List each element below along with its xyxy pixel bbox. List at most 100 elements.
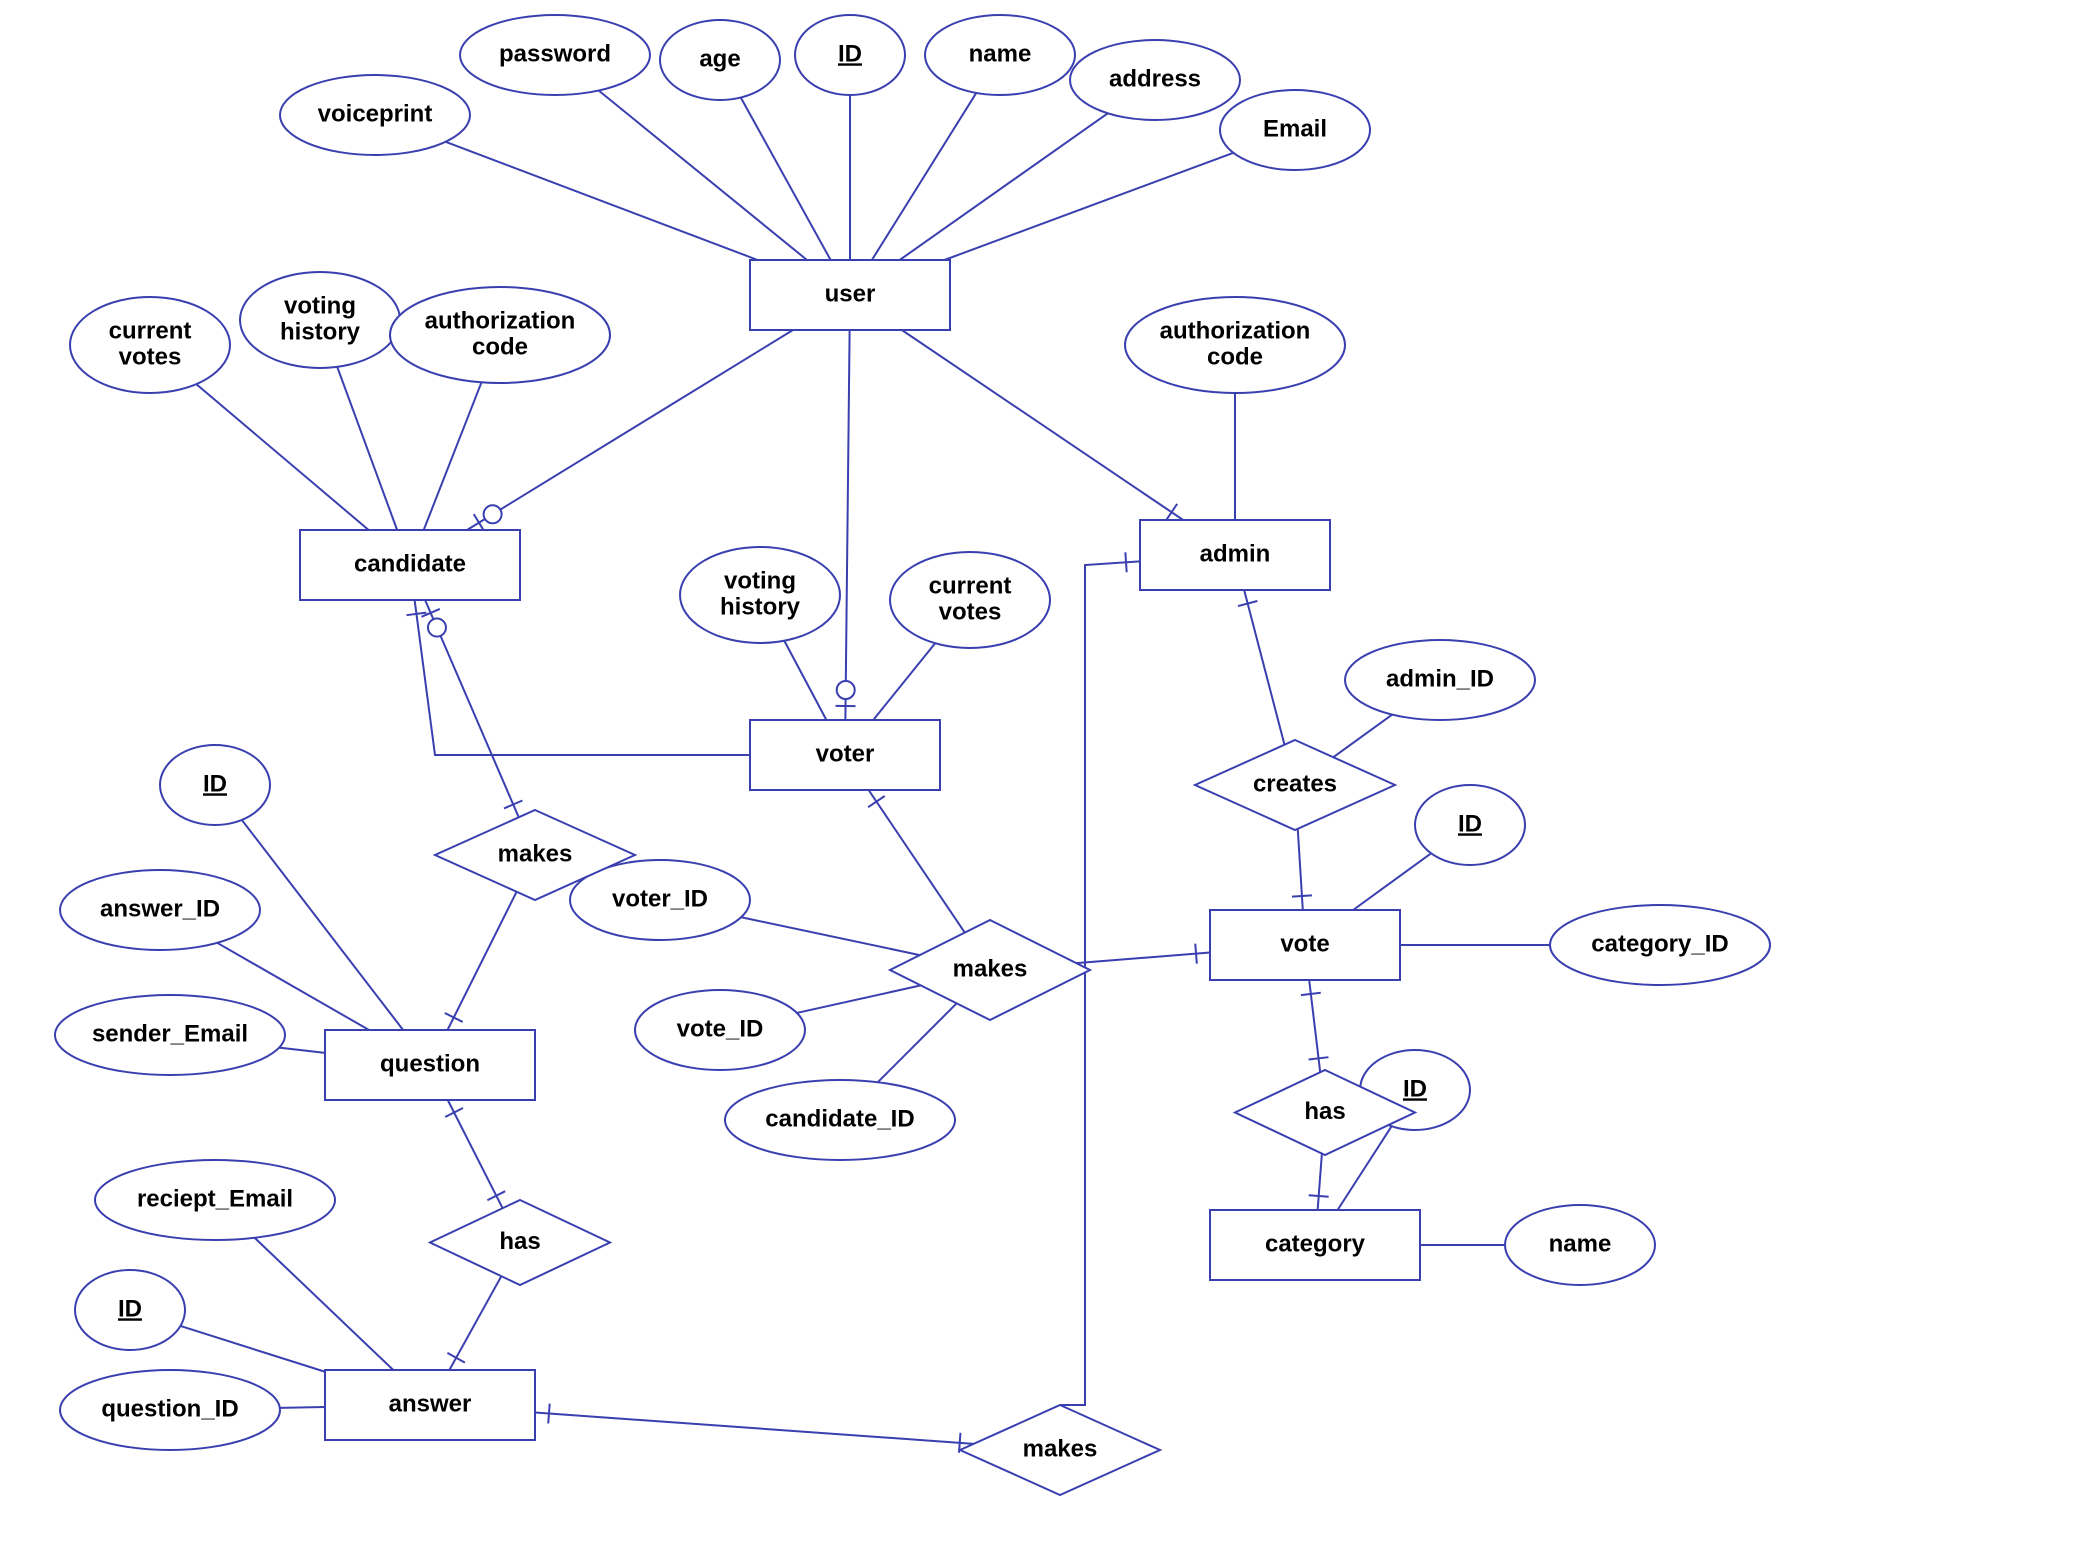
attribute-mv_cand: candidate_ID — [725, 1080, 955, 1160]
edge — [448, 892, 517, 1030]
edge — [279, 1048, 325, 1053]
attribute-u_age: age — [660, 20, 780, 100]
svg-text:voter: voter — [816, 740, 875, 767]
edge — [873, 643, 935, 720]
svg-text:password: password — [499, 40, 611, 67]
svg-text:has: has — [499, 1228, 540, 1255]
svg-text:ID: ID — [1403, 1075, 1427, 1102]
entity-admin: admin — [1140, 520, 1330, 590]
svg-text:history: history — [720, 593, 801, 620]
attribute-c_auth: authorizationcode — [390, 287, 610, 383]
edge — [869, 790, 965, 933]
svg-text:code: code — [1207, 343, 1263, 370]
svg-text:candidate_ID: candidate_ID — [765, 1105, 914, 1132]
edge — [878, 1003, 957, 1082]
svg-text:authorization: authorization — [425, 307, 576, 334]
svg-text:age: age — [699, 45, 740, 72]
attribute-a_auth: authorizationcode — [1125, 297, 1345, 393]
edge — [1333, 715, 1392, 758]
entity-candidate: candidate — [300, 530, 520, 600]
entity-answer: answer — [325, 1370, 535, 1440]
entity-question: question — [325, 1030, 535, 1100]
attribute-cat_name: name — [1505, 1205, 1655, 1285]
edge — [944, 153, 1233, 260]
svg-text:candidate: candidate — [354, 550, 466, 577]
svg-text:answer: answer — [389, 1390, 472, 1417]
svg-text:voting: voting — [284, 292, 356, 319]
svg-text:ID: ID — [203, 770, 227, 797]
attribute-q_id: ID — [160, 745, 270, 825]
edge — [446, 142, 758, 260]
attribute-u_address: address — [1070, 40, 1240, 120]
attribute-cr_admin: admin_ID — [1345, 640, 1535, 720]
edge — [599, 91, 807, 260]
entity-category: category — [1210, 1210, 1420, 1280]
svg-text:admin: admin — [1200, 540, 1271, 567]
er-diagram: voiceprint password age ID name address Email c… — [0, 0, 2090, 1566]
svg-text:history: history — [280, 318, 361, 345]
edge — [255, 1238, 394, 1370]
edge — [535, 1413, 974, 1444]
edge — [280, 1407, 325, 1408]
attribute-u_voiceprint: voiceprint — [280, 75, 470, 155]
attribute-vt_id: ID — [1415, 785, 1525, 865]
edge — [797, 985, 921, 1013]
svg-text:Email: Email — [1263, 115, 1327, 142]
svg-text:name: name — [1549, 1230, 1612, 1257]
edge — [1353, 853, 1431, 910]
edge — [242, 820, 403, 1030]
svg-text:current: current — [929, 572, 1012, 599]
entity-voter: voter — [750, 720, 940, 790]
svg-text:vote_ID: vote_ID — [677, 1015, 764, 1042]
edge — [1060, 561, 1140, 1405]
attribute-c_history: votinghistory — [240, 272, 400, 368]
attribute-an_question: question_ID — [60, 1370, 280, 1450]
edge — [180, 1326, 325, 1372]
svg-text:votes: votes — [939, 598, 1002, 625]
attribute-q_sender: sender_Email — [55, 995, 285, 1075]
attribute-v_history: votinghistory — [680, 547, 840, 643]
svg-text:user: user — [825, 280, 876, 307]
svg-text:category_ID: category_ID — [1591, 930, 1728, 957]
svg-text:authorization: authorization — [1160, 317, 1311, 344]
svg-text:current: current — [109, 317, 192, 344]
svg-text:makes: makes — [1023, 1435, 1098, 1462]
relationship-has_ans: has — [430, 1200, 610, 1285]
edge — [1076, 953, 1210, 964]
relationship-makes_v: makes — [890, 920, 1090, 1020]
svg-text:creates: creates — [1253, 770, 1337, 797]
attribute-c_currvotes: currentvotes — [70, 297, 230, 393]
svg-text:reciept_Email: reciept_Email — [137, 1185, 293, 1212]
edge — [337, 367, 397, 530]
svg-text:has: has — [1304, 1098, 1345, 1125]
attribute-u_password: password — [460, 15, 650, 95]
attribute-vt_cat: category_ID — [1550, 905, 1770, 985]
svg-text:question_ID: question_ID — [101, 1395, 238, 1422]
svg-text:voter_ID: voter_ID — [612, 885, 708, 912]
attribute-u_id: ID — [795, 15, 905, 95]
edge — [784, 641, 826, 720]
attribute-u_email: Email — [1220, 90, 1370, 170]
edge — [424, 382, 482, 530]
edge — [1244, 590, 1284, 745]
relationship-creates: creates — [1195, 740, 1395, 830]
svg-text:name: name — [969, 40, 1032, 67]
svg-text:sender_Email: sender_Email — [92, 1020, 248, 1047]
svg-text:voiceprint: voiceprint — [318, 100, 433, 127]
edge — [1318, 1154, 1322, 1210]
svg-text:code: code — [472, 333, 528, 360]
svg-text:makes: makes — [498, 840, 573, 867]
attribute-mv_vote: vote_ID — [635, 990, 805, 1070]
edge — [872, 93, 976, 260]
edge — [845, 330, 849, 720]
svg-text:voting: voting — [724, 567, 796, 594]
svg-text:answer_ID: answer_ID — [100, 895, 220, 922]
edge — [741, 917, 920, 955]
svg-text:question: question — [380, 1050, 480, 1077]
svg-text:ID: ID — [1458, 810, 1482, 837]
edge — [196, 384, 368, 530]
edge — [448, 1100, 503, 1208]
attribute-an_reciept: reciept_Email — [95, 1160, 335, 1240]
attribute-v_currvotes: currentvotes — [890, 552, 1050, 648]
attribute-an_id: ID — [75, 1270, 185, 1350]
